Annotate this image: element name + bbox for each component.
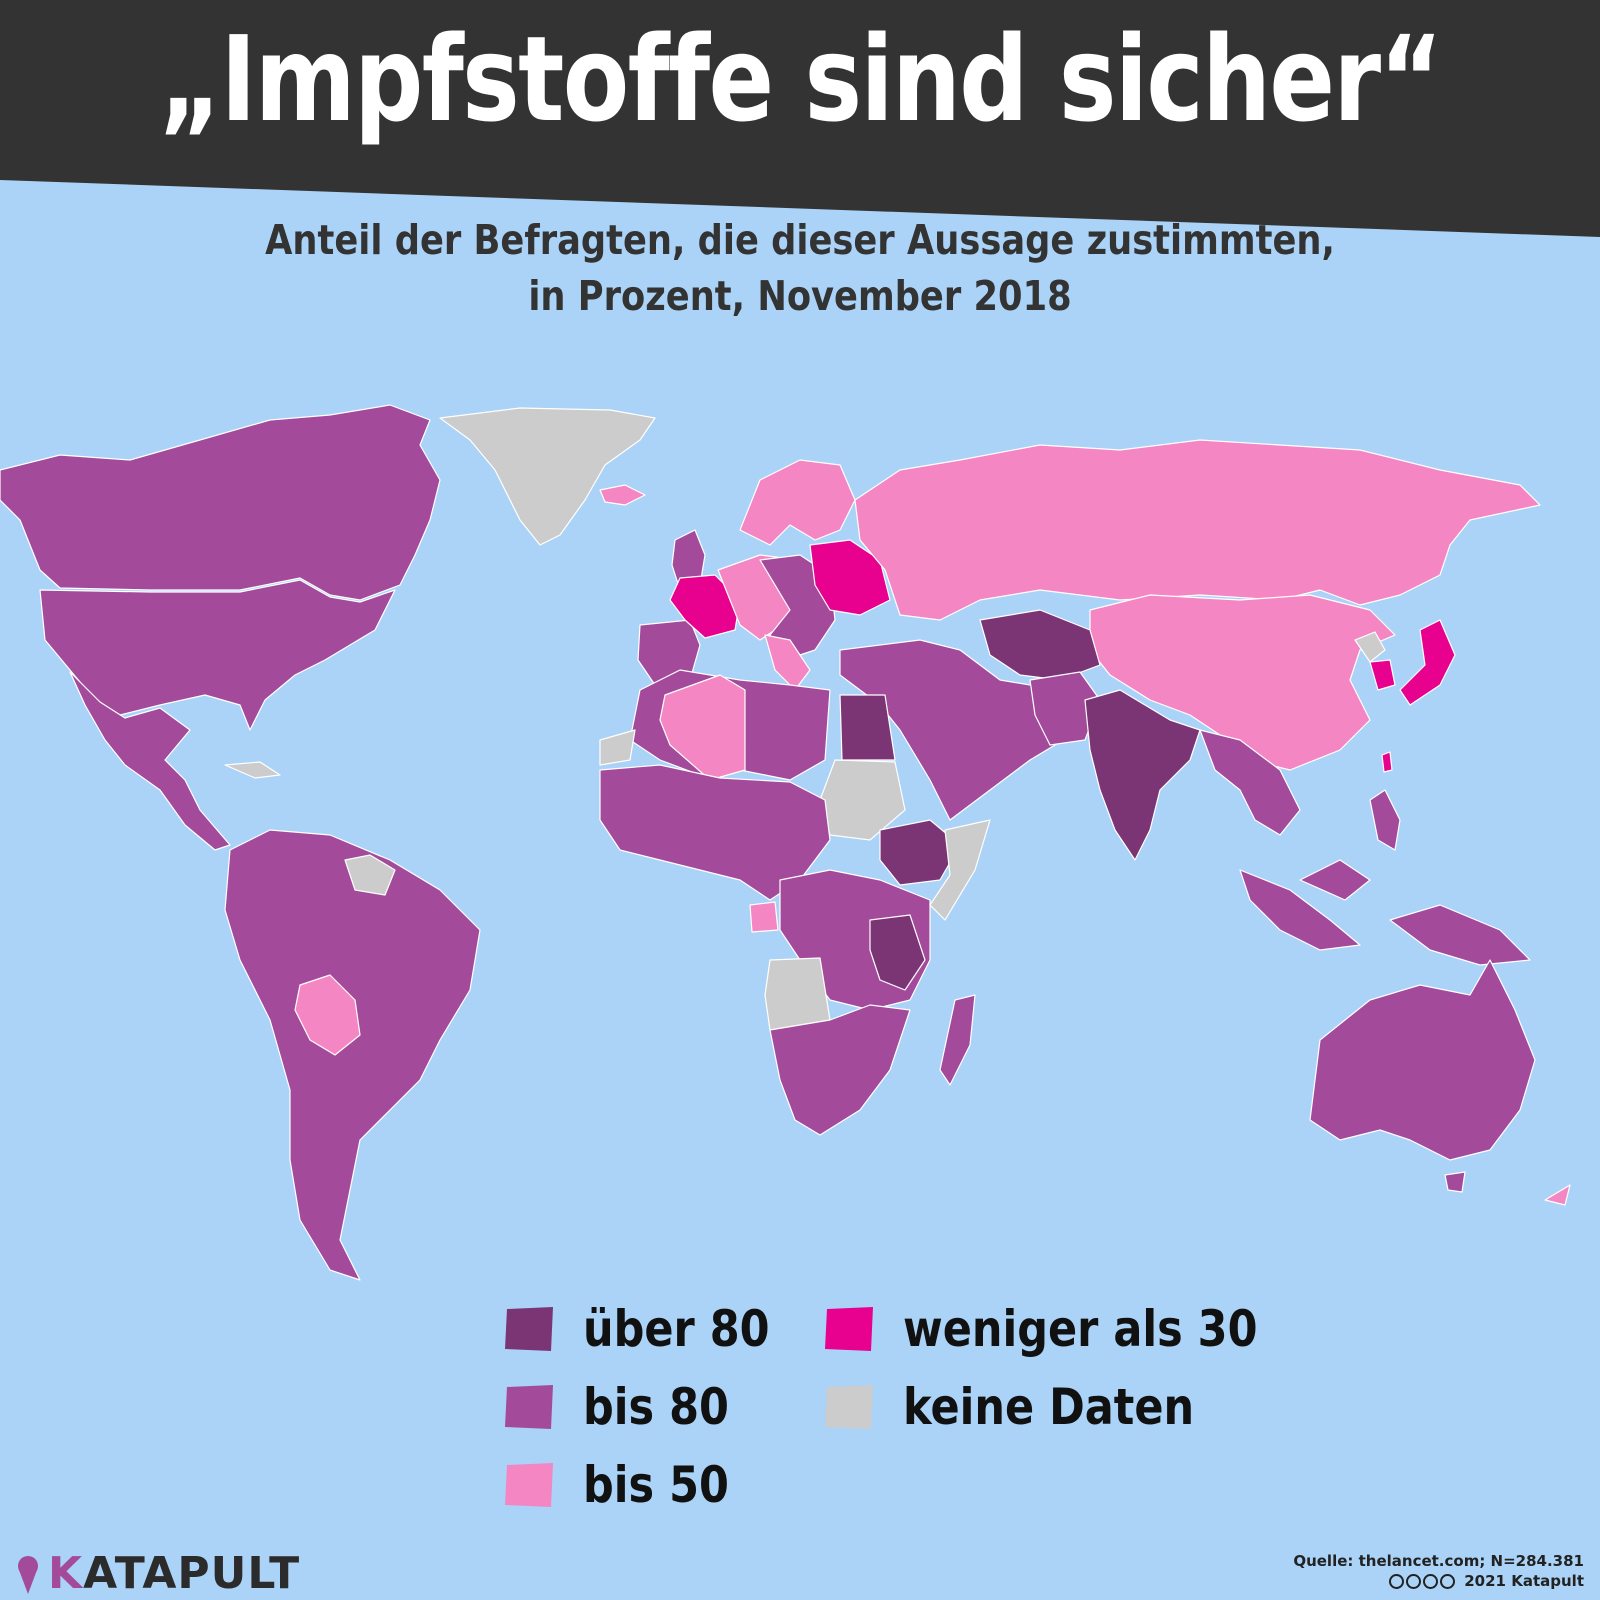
katapult-logo: KATAPULT	[14, 1548, 300, 1599]
region-angola	[764, 957, 831, 1031]
region-new-zealand	[1544, 1184, 1571, 1206]
region-western-sahara	[599, 729, 636, 766]
source-note: Quelle: thelancet.com; N=284.381 2021 Ka…	[1293, 1551, 1584, 1591]
region-france	[669, 574, 741, 639]
banner-shape	[0, 0, 1600, 237]
region-somalia	[929, 819, 991, 921]
legend-swatch	[825, 1307, 873, 1351]
region-pakistan	[1029, 671, 1101, 746]
subtitle-line-1: Anteil der Befragten, die dieser Aussage…	[265, 216, 1335, 264]
title-banner	[0, 0, 1600, 240]
region-philippines	[1369, 789, 1401, 851]
page-subtitle: Anteil der Befragten, die dieser Aussage…	[112, 212, 1488, 324]
legend-swatch	[505, 1307, 553, 1351]
legend-label: bis 80	[583, 1378, 729, 1436]
region-greenland	[439, 407, 656, 546]
region-scandinavia	[739, 459, 856, 546]
region-ethiopia	[879, 819, 961, 886]
region-algeria	[659, 674, 746, 781]
region-iceland	[599, 484, 646, 506]
subtitle-line-2: in Prozent, November 2018	[528, 272, 1072, 320]
source-text: Quelle: thelancet.com; N=284.381	[1293, 1552, 1584, 1570]
region-bolivia	[294, 974, 361, 1056]
region-caribbean	[224, 761, 281, 779]
page-title: „Impfstoffe sind sicher“	[158, 10, 1443, 148]
legend-swatch	[505, 1463, 553, 1507]
copyright-line: 2021 Katapult	[1293, 1571, 1584, 1591]
legend-swatch	[825, 1385, 873, 1429]
world-map	[0, 404, 1571, 1281]
ice-cream-icon	[18, 1555, 38, 1594]
brand-name: KATAPULT	[48, 1548, 301, 1599]
legend-item-bis-50: bis 50	[505, 1456, 753, 1514]
region-russia	[854, 439, 1541, 621]
legend-label: bis 50	[583, 1456, 729, 1514]
region-south-korea	[1369, 659, 1396, 691]
region-indonesia	[1239, 859, 1531, 966]
legend-item-keine-daten: keine Daten	[825, 1378, 1242, 1436]
legend-item-bis-80: bis 80	[505, 1378, 753, 1436]
region-southeast-asia	[1199, 729, 1301, 836]
region-china	[1089, 594, 1396, 771]
region-madagascar	[939, 994, 976, 1086]
region-canada	[0, 404, 441, 601]
region-balkans	[764, 634, 811, 691]
legend-label: weniger als 30	[903, 1300, 1258, 1358]
region-tanzania	[869, 914, 926, 991]
legend-label: über 80	[583, 1300, 770, 1358]
region-australia	[1309, 959, 1536, 1161]
region-south-america	[224, 829, 481, 1281]
region-southern-africa	[769, 1004, 911, 1136]
legend-swatch	[505, 1385, 553, 1429]
region-guyana	[344, 854, 396, 896]
creative-commons-icon	[1389, 1574, 1456, 1589]
region-india	[1084, 689, 1201, 861]
region-mexico	[69, 671, 231, 851]
region-central-asia	[979, 609, 1101, 681]
region-japan	[1399, 619, 1456, 706]
legend-item-weniger-als-30: weniger als 30	[825, 1300, 1315, 1358]
region-egypt	[839, 694, 896, 761]
region-north-korea	[1354, 631, 1386, 663]
region-taiwan	[1381, 751, 1393, 773]
region-tasmania	[1444, 1171, 1466, 1193]
region-ukraine	[809, 539, 891, 616]
copyright-text: 2021 Katapult	[1464, 1572, 1584, 1590]
legend-label: keine Daten	[903, 1378, 1195, 1436]
region-gabon	[749, 901, 779, 933]
legend-item-ueber-80: über 80	[505, 1300, 800, 1358]
